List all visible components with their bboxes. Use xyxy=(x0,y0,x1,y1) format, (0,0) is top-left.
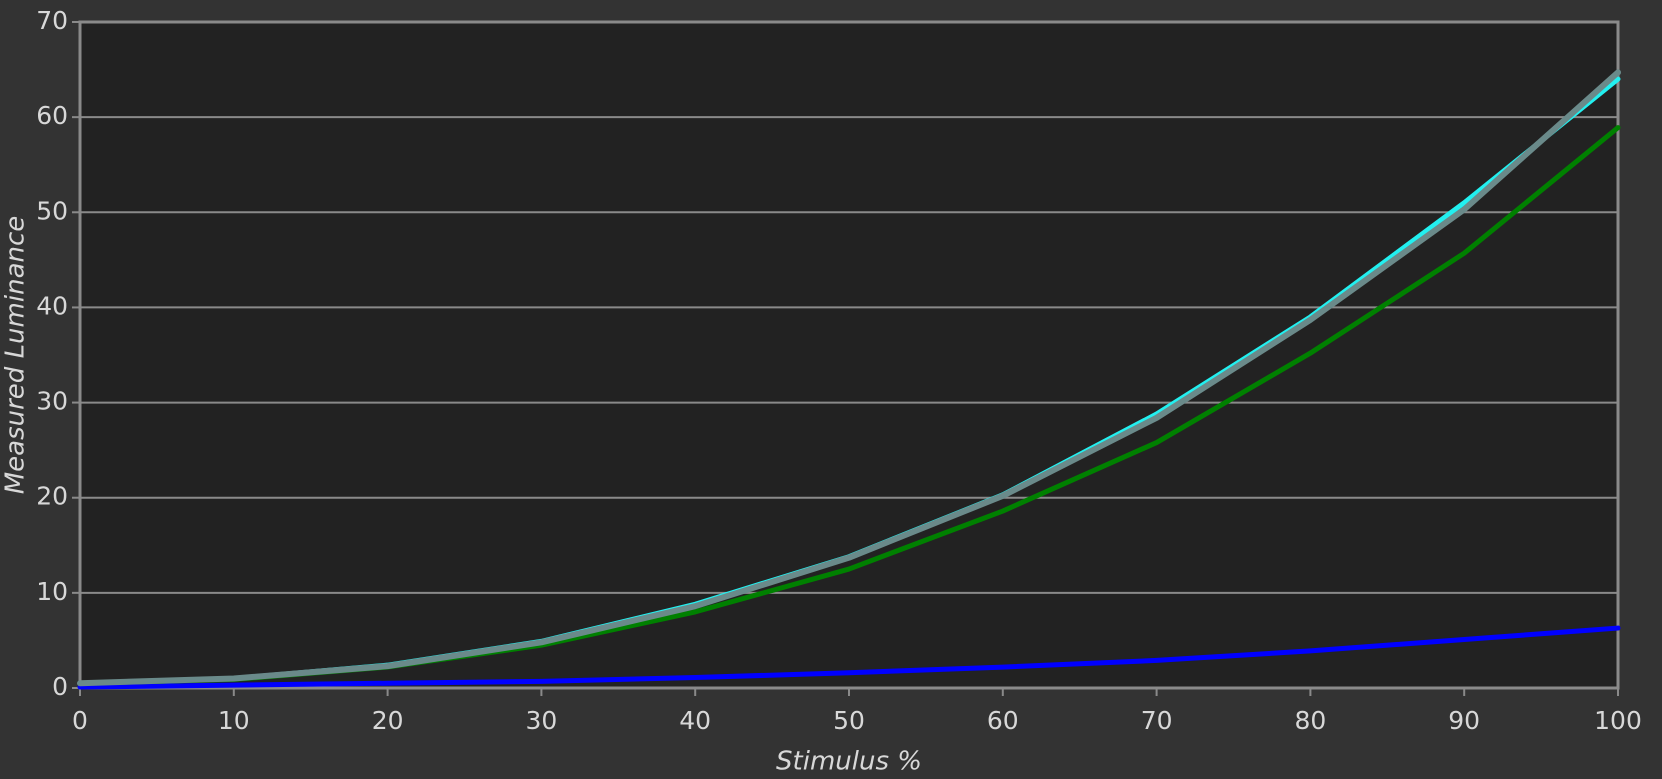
x-tick-label: 90 xyxy=(1448,706,1480,735)
x-tick-label: 30 xyxy=(525,706,557,735)
x-tick-label: 60 xyxy=(987,706,1019,735)
x-tick-label: 50 xyxy=(833,706,865,735)
y-tick-label: 40 xyxy=(36,291,68,320)
y-tick-label: 30 xyxy=(36,387,68,416)
plot-area xyxy=(80,22,1618,688)
x-tick-label: 100 xyxy=(1594,706,1642,735)
x-tick-label: 10 xyxy=(218,706,250,735)
x-tick-label: 20 xyxy=(372,706,404,735)
x-tick-label: 0 xyxy=(72,706,88,735)
y-tick-label: 60 xyxy=(36,101,68,130)
x-tick-label: 80 xyxy=(1294,706,1326,735)
y-tick-label: 10 xyxy=(36,577,68,606)
y-tick-label: 0 xyxy=(52,672,68,701)
x-tick-label: 70 xyxy=(1141,706,1173,735)
x-axis-title: Stimulus % xyxy=(776,747,922,777)
y-axis-title: Measured Luminance xyxy=(1,216,31,495)
plot-frame xyxy=(78,20,1620,690)
y-tick-label: 50 xyxy=(36,196,68,225)
x-tick-label: 40 xyxy=(679,706,711,735)
series-line xyxy=(77,625,1621,690)
series-line xyxy=(77,69,1621,687)
y-tick-label: 20 xyxy=(36,482,68,511)
y-tick-label: 70 xyxy=(36,6,68,35)
